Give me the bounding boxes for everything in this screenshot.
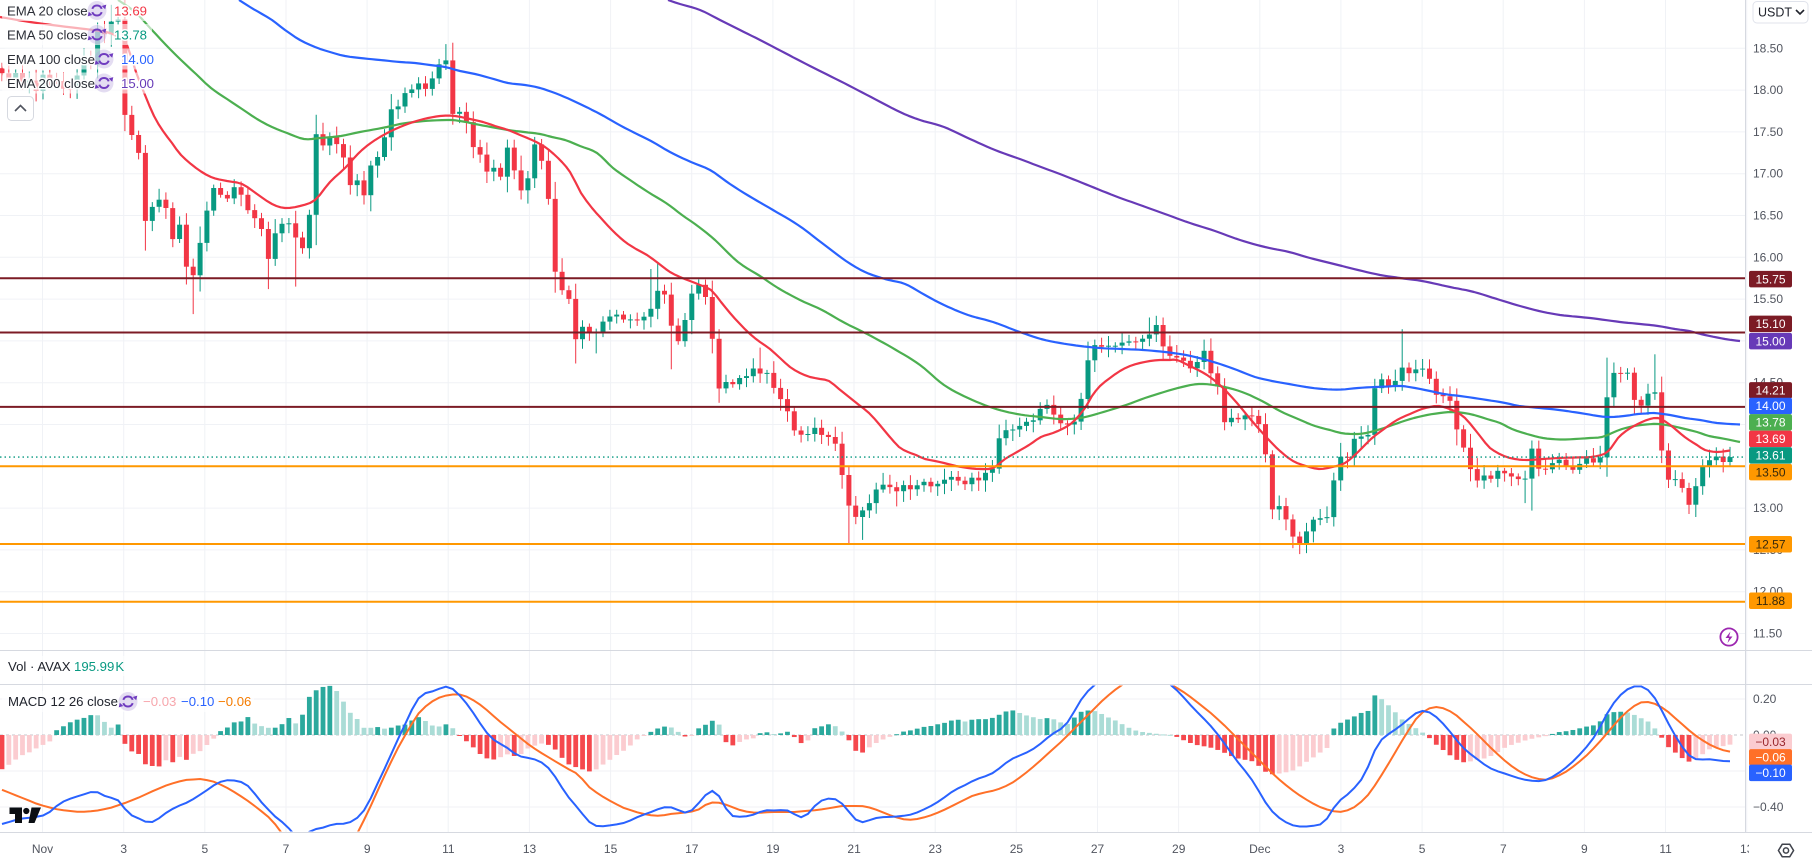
svg-text:7: 7 <box>283 842 290 856</box>
svg-text:9: 9 <box>1581 842 1588 856</box>
svg-text:17.50: 17.50 <box>1753 125 1783 139</box>
svg-text:−0.10: −0.10 <box>1755 766 1786 780</box>
svg-text:−0.40: −0.40 <box>1753 800 1784 814</box>
svg-text:18.00: 18.00 <box>1753 83 1783 97</box>
svg-text:29: 29 <box>1172 842 1186 856</box>
svg-text:13: 13 <box>1740 842 1754 856</box>
svg-text:13.78: 13.78 <box>114 28 147 43</box>
svg-text:Nov: Nov <box>32 842 53 856</box>
svg-text:14.00: 14.00 <box>121 52 154 67</box>
svg-text:EMA 200 close: EMA 200 close <box>7 76 95 91</box>
svg-text:13.61: 13.61 <box>1755 449 1785 463</box>
svg-text:13: 13 <box>523 842 537 856</box>
svg-text:12.57: 12.57 <box>1755 537 1785 551</box>
svg-text:9: 9 <box>364 842 371 856</box>
svg-text:14.00: 14.00 <box>1755 399 1785 413</box>
svg-text:EMA 100 close: EMA 100 close <box>7 52 95 67</box>
svg-text:−0.10: −0.10 <box>181 694 214 709</box>
svg-text:7: 7 <box>1500 842 1507 856</box>
svg-text:18.50: 18.50 <box>1753 41 1783 55</box>
svg-text:14.21: 14.21 <box>1755 384 1785 398</box>
svg-text:EMA 20 close: EMA 20 close <box>7 4 88 19</box>
svg-text:Dec: Dec <box>1249 842 1270 856</box>
svg-text:15.00: 15.00 <box>121 76 154 91</box>
svg-text:5: 5 <box>202 842 209 856</box>
svg-text:13.78: 13.78 <box>1755 416 1785 430</box>
svg-text:195.99 K: 195.99 K <box>74 659 124 674</box>
svg-text:13.50: 13.50 <box>1755 465 1785 479</box>
svg-text:13.69: 13.69 <box>1755 432 1785 446</box>
svg-text:13.69: 13.69 <box>114 4 147 19</box>
svg-text:17: 17 <box>685 842 699 856</box>
svg-text:17.00: 17.00 <box>1753 167 1783 181</box>
svg-text:11: 11 <box>442 842 455 856</box>
svg-text:15.00: 15.00 <box>1755 334 1785 348</box>
svg-text:19: 19 <box>766 842 780 856</box>
svg-text:USDT: USDT <box>1758 6 1792 20</box>
svg-text:11: 11 <box>1659 842 1672 856</box>
svg-text:EMA 50 close: EMA 50 close <box>7 28 88 43</box>
svg-text:16.50: 16.50 <box>1753 209 1783 223</box>
svg-text:3: 3 <box>120 842 127 856</box>
svg-text:23: 23 <box>929 842 943 856</box>
svg-text:13.00: 13.00 <box>1753 501 1783 515</box>
svg-text:−0.03: −0.03 <box>143 694 176 709</box>
svg-text:25: 25 <box>1010 842 1024 856</box>
svg-text:21: 21 <box>847 842 861 856</box>
svg-text:3: 3 <box>1338 842 1345 856</box>
svg-text:15: 15 <box>604 842 618 856</box>
svg-text:−0.03: −0.03 <box>1755 735 1786 749</box>
svg-text:11.50: 11.50 <box>1753 627 1782 641</box>
svg-text:16.00: 16.00 <box>1753 250 1783 264</box>
svg-text:0.20: 0.20 <box>1753 692 1777 706</box>
svg-text:Vol · AVAX: Vol · AVAX <box>8 659 71 674</box>
svg-text:15.10: 15.10 <box>1755 317 1785 331</box>
svg-text:−0.06: −0.06 <box>1755 751 1786 765</box>
svg-text:−0.06: −0.06 <box>218 694 251 709</box>
svg-text:27: 27 <box>1091 842 1105 856</box>
svg-text:MACD 12 26 close: MACD 12 26 close <box>8 694 118 709</box>
svg-text:5: 5 <box>1419 842 1426 856</box>
svg-text:15.50: 15.50 <box>1753 292 1783 306</box>
svg-text:11.88: 11.88 <box>1756 594 1785 608</box>
svg-text:15.75: 15.75 <box>1755 272 1785 286</box>
